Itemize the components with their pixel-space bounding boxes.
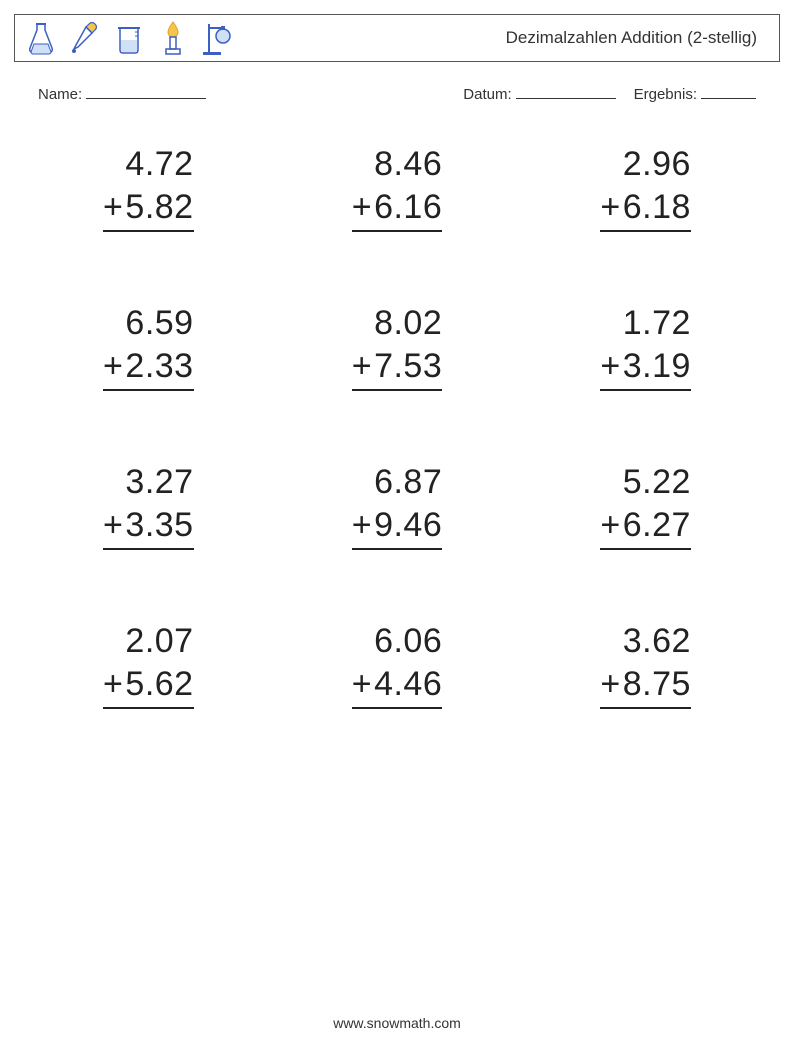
operand-b-value: 3.35 xyxy=(125,506,193,544)
operand-b-value: 8.75 xyxy=(623,665,691,703)
result-label: Ergebnis: xyxy=(634,86,697,103)
footer-url: www.snowmath.com xyxy=(0,1015,794,1031)
operator: + xyxy=(352,506,372,544)
worksheet-title: Dezimalzahlen Addition (2-stellig) xyxy=(506,28,769,48)
problem: 6.87+9.46 xyxy=(303,461,492,550)
burner-icon xyxy=(157,20,189,56)
problems-grid: 4.72+5.82 8.46+6.16 2.96+6.18 6.59+2.33 … xyxy=(54,143,740,709)
dropper-icon xyxy=(69,20,101,56)
operand-b: +3.35 xyxy=(103,504,194,551)
date-label: Datum: xyxy=(463,86,511,103)
problem: 6.59+2.33 xyxy=(54,302,243,391)
operand-b: +5.82 xyxy=(103,186,194,233)
problem: 3.62+8.75 xyxy=(551,620,740,709)
operand-b: +4.46 xyxy=(352,663,443,710)
operand-b-value: 5.82 xyxy=(125,188,193,226)
operand-a: 3.62 xyxy=(600,620,691,663)
operator: + xyxy=(103,665,123,703)
operand-a: 2.96 xyxy=(600,143,691,186)
operand-a: 3.27 xyxy=(103,461,194,504)
operator: + xyxy=(103,188,123,226)
date-blank[interactable] xyxy=(516,84,616,99)
operator: + xyxy=(600,347,620,385)
problem: 1.72+3.19 xyxy=(551,302,740,391)
operand-a: 4.72 xyxy=(103,143,194,186)
operand-b: +6.16 xyxy=(352,186,443,233)
operand-b-value: 6.16 xyxy=(374,188,442,226)
operator: + xyxy=(103,506,123,544)
problem: 2.07+5.62 xyxy=(54,620,243,709)
operand-a: 6.06 xyxy=(352,620,443,663)
operator: + xyxy=(352,188,372,226)
header: Dezimalzahlen Addition (2-stellig) xyxy=(14,14,780,62)
problem: 5.22+6.27 xyxy=(551,461,740,550)
operand-b-value: 4.46 xyxy=(374,665,442,703)
operand-b-value: 7.53 xyxy=(374,347,442,385)
operator: + xyxy=(103,347,123,385)
operand-b: +9.46 xyxy=(352,504,443,551)
operand-a: 8.46 xyxy=(352,143,443,186)
header-icons xyxy=(25,20,233,56)
problem: 2.96+6.18 xyxy=(551,143,740,232)
beaker-icon xyxy=(113,20,145,56)
stand-icon xyxy=(201,20,233,56)
operator: + xyxy=(600,188,620,226)
operator: + xyxy=(352,347,372,385)
operand-b-value: 3.19 xyxy=(623,347,691,385)
operator: + xyxy=(600,665,620,703)
operand-b-value: 6.27 xyxy=(623,506,691,544)
operand-b: +5.62 xyxy=(103,663,194,710)
operand-a: 6.59 xyxy=(103,302,194,345)
operand-a: 8.02 xyxy=(352,302,443,345)
operand-a: 5.22 xyxy=(600,461,691,504)
operand-b-value: 5.62 xyxy=(125,665,193,703)
problem: 8.46+6.16 xyxy=(303,143,492,232)
operand-b: +3.19 xyxy=(600,345,691,392)
info-row: Name: Datum: Ergebnis: xyxy=(38,84,756,103)
problem: 3.27+3.35 xyxy=(54,461,243,550)
operand-a: 2.07 xyxy=(103,620,194,663)
problem: 8.02+7.53 xyxy=(303,302,492,391)
operand-b: +6.27 xyxy=(600,504,691,551)
worksheet-page: Dezimalzahlen Addition (2-stellig) Name:… xyxy=(0,0,794,1053)
flask-icon xyxy=(25,20,57,56)
operand-b: +8.75 xyxy=(600,663,691,710)
operand-b-value: 9.46 xyxy=(374,506,442,544)
operand-a: 6.87 xyxy=(352,461,443,504)
name-label: Name: xyxy=(38,86,82,103)
operand-b-value: 2.33 xyxy=(125,347,193,385)
operand-b: +7.53 xyxy=(352,345,443,392)
problem: 4.72+5.82 xyxy=(54,143,243,232)
operator: + xyxy=(600,506,620,544)
problem: 6.06+4.46 xyxy=(303,620,492,709)
name-blank[interactable] xyxy=(86,84,206,99)
operand-b: +6.18 xyxy=(600,186,691,233)
operand-b-value: 6.18 xyxy=(623,188,691,226)
operand-a: 1.72 xyxy=(600,302,691,345)
result-blank[interactable] xyxy=(701,84,756,99)
operator: + xyxy=(352,665,372,703)
operand-b: +2.33 xyxy=(103,345,194,392)
